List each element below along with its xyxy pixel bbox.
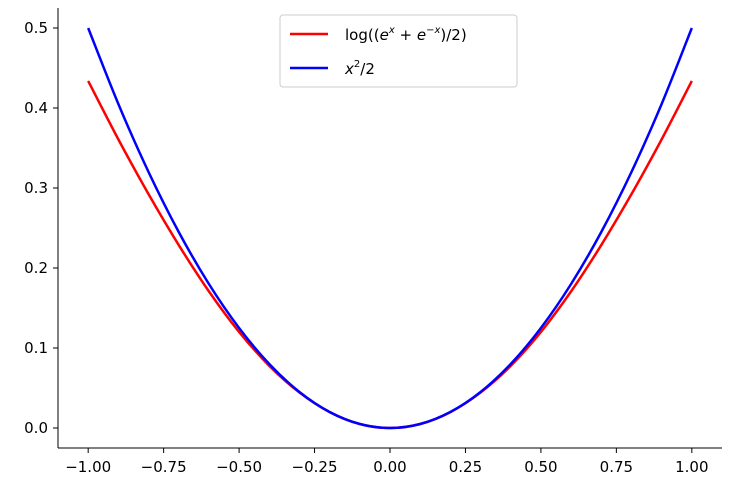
y-tick-label: 0.4 — [24, 99, 48, 117]
legend: log((ex + e−x)/2) x2/2 — [279, 14, 518, 88]
legend-label-logcosh: log((ex + e−x)/2) — [345, 25, 467, 44]
series-line-1 — [87, 27, 693, 430]
legend-label-halfsquare: x2/2 — [344, 59, 375, 78]
y-tick-label: 0.5 — [24, 19, 48, 37]
x-tick-label: −0.25 — [292, 458, 338, 476]
y-tick-label: 0.2 — [24, 259, 48, 277]
y-tick-label: 0.1 — [24, 339, 48, 357]
y-tick-label: 0.0 — [24, 419, 48, 437]
x-tick-label: −0.50 — [216, 458, 262, 476]
x-tick-label: 0.25 — [449, 458, 482, 476]
x-tick-label: −0.75 — [141, 458, 187, 476]
y-tick-label: 0.3 — [24, 179, 48, 197]
axis-ticks: −1.00 −0.75 −0.50 −0.25 0.00 0.25 0.50 0.75 1.00… — [24, 19, 708, 476]
x-tick-label: 1.00 — [675, 458, 708, 476]
legend-box — [279, 14, 518, 88]
x-tick-label: −1.00 — [65, 458, 111, 476]
x-tick-label: 0.50 — [524, 458, 557, 476]
x-tick-label: 0.00 — [373, 458, 406, 476]
x-tick-label: 0.75 — [600, 458, 633, 476]
series-layer — [87, 27, 693, 430]
